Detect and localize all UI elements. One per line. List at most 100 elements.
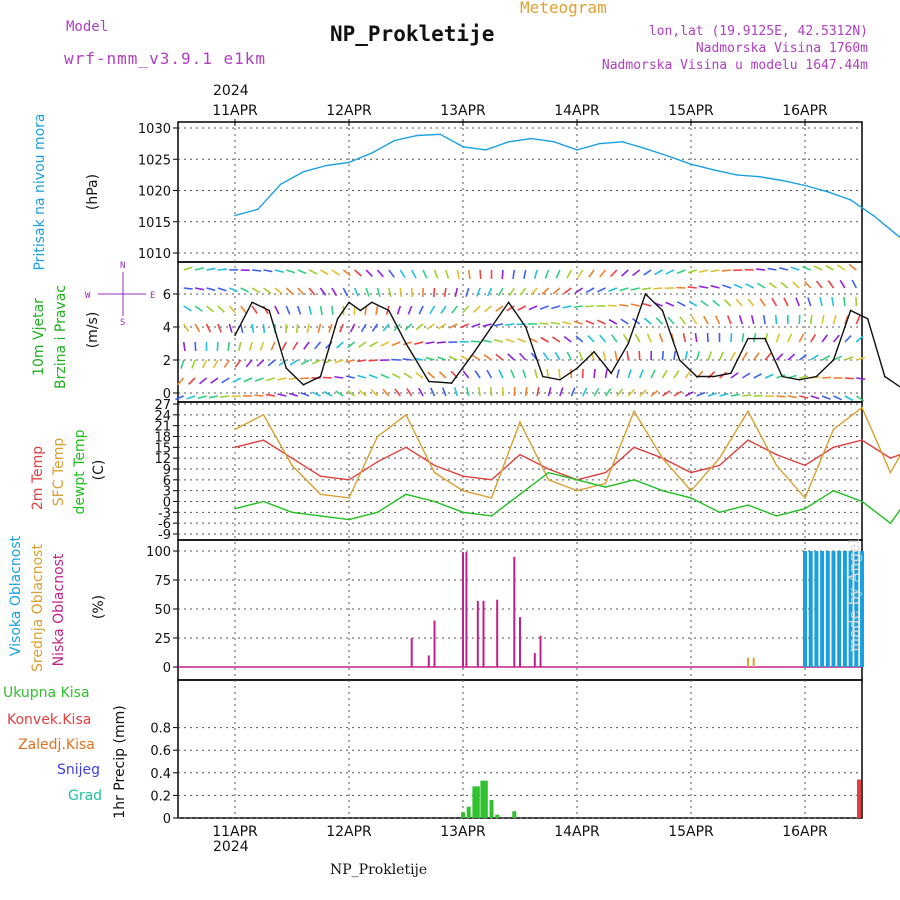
wind-arrow <box>810 354 819 361</box>
y-tick-label: 0.2 <box>150 789 171 804</box>
wind-arrow <box>587 334 595 343</box>
wind-arrow <box>194 287 205 291</box>
wind-arrow <box>331 269 340 276</box>
wind-speed-line-point <box>884 375 886 378</box>
wind-speed-line-point <box>285 367 288 370</box>
wind-arrow <box>832 334 840 343</box>
wind-arrow <box>776 374 786 379</box>
y-tick-label: 100 <box>146 545 171 560</box>
pressure-line-point <box>895 233 897 236</box>
wind-arrow <box>566 269 573 279</box>
wind-arrow <box>825 264 834 271</box>
wind-arrow <box>602 351 607 361</box>
wind-arrow <box>843 296 846 307</box>
day-label-top: 12APR <box>326 103 372 119</box>
precip-bar <box>495 814 500 818</box>
wind-arrow <box>270 341 276 351</box>
temp-sfc-line-point <box>319 493 322 496</box>
wind-speed-line-point <box>524 326 527 328</box>
cloud-bar <box>533 653 536 667</box>
wind-arrow <box>437 356 447 361</box>
precip-bar <box>512 811 517 818</box>
wind-arrow <box>673 390 683 397</box>
cloud-bar <box>808 551 813 667</box>
wind-arrow <box>479 269 482 280</box>
cloud-bar <box>803 551 807 667</box>
wind-arrow <box>642 287 652 291</box>
wind-arrow <box>643 269 652 276</box>
wind-arrow <box>536 387 540 397</box>
wind-unit: (m/s) <box>85 312 101 349</box>
y-tick-label: 3 <box>163 485 171 500</box>
temp-sfc-line-point <box>348 497 350 499</box>
wind-arrow <box>358 341 367 348</box>
wind-arrow <box>191 359 196 369</box>
y-tick-label: 1020 <box>138 185 171 200</box>
wind-arrow <box>471 340 481 343</box>
wind-arrow <box>285 305 291 315</box>
wind-arrow <box>486 287 493 297</box>
wind-arrow <box>856 356 866 361</box>
temp-sfc-line-point <box>291 464 293 467</box>
wind-arrow <box>205 323 212 333</box>
day-label-bottom: 15APR <box>668 824 714 840</box>
wind-arrow <box>277 393 287 397</box>
temp-2m-line <box>234 439 900 481</box>
wind-arrow <box>228 287 238 293</box>
wind-arrow <box>205 305 214 313</box>
y-tick-label: 27 <box>154 398 171 413</box>
wind-arrow <box>665 301 675 307</box>
wind-arrow <box>382 388 390 397</box>
wind-arrow <box>783 297 789 307</box>
wind-arrow <box>552 287 561 295</box>
wind-arrow <box>634 333 641 343</box>
y-tick-label: 12 <box>154 452 171 467</box>
wind-arrow <box>365 269 373 278</box>
wind-arrow <box>471 354 481 361</box>
wind-arrow <box>380 373 390 379</box>
precip-bar <box>480 780 485 818</box>
wind-arrow <box>718 351 725 361</box>
temp-2m-ylabel: 2m Temp <box>30 446 46 510</box>
wind-arrow <box>541 287 550 295</box>
wind-arrow <box>630 303 640 307</box>
wind-speed-line-point <box>359 309 362 312</box>
wind-arrow <box>331 305 334 316</box>
wind-arrow <box>473 305 481 313</box>
wind-arrow <box>422 269 428 279</box>
wind-arrow <box>563 287 572 295</box>
wind-speed-line-point <box>798 379 801 381</box>
wind-arrow <box>662 390 671 397</box>
wind-arrow <box>723 299 732 307</box>
day-label-top: 11APR <box>212 103 258 119</box>
wind-arrow <box>297 287 305 296</box>
wind-arrow <box>593 368 596 379</box>
wind-arrow <box>188 377 196 385</box>
wind-arrow <box>528 305 538 311</box>
dewpt-line-point <box>718 511 721 514</box>
wind-speed-line-point <box>576 367 578 370</box>
wind-arrow <box>342 287 349 297</box>
temp-2m-line-point <box>604 471 607 474</box>
cloud-bar <box>427 655 430 667</box>
wind-arrow <box>775 353 784 361</box>
wind-arrow <box>699 285 709 289</box>
wind-arrow <box>550 321 561 325</box>
wind-arrow <box>753 352 760 361</box>
wind-arrow <box>687 286 697 289</box>
wind-arrow <box>544 269 550 279</box>
wind-arrow <box>756 268 766 271</box>
precip-bar <box>483 780 488 818</box>
dewpt-line-point <box>519 493 521 496</box>
wind-speed-line-point <box>234 334 236 337</box>
cloud-bar <box>462 552 464 667</box>
coords-text: lon,lat (19.9125E, 42.5312N) <box>648 24 868 39</box>
pressure-line-point <box>827 190 829 193</box>
wind-arrow <box>440 305 447 314</box>
y-tick-label: 18 <box>154 431 171 446</box>
temp-2m-line-point <box>490 479 493 481</box>
temp-2m-line-point <box>234 446 236 449</box>
wind-arrow <box>650 369 656 379</box>
wind-arrow <box>328 323 333 333</box>
